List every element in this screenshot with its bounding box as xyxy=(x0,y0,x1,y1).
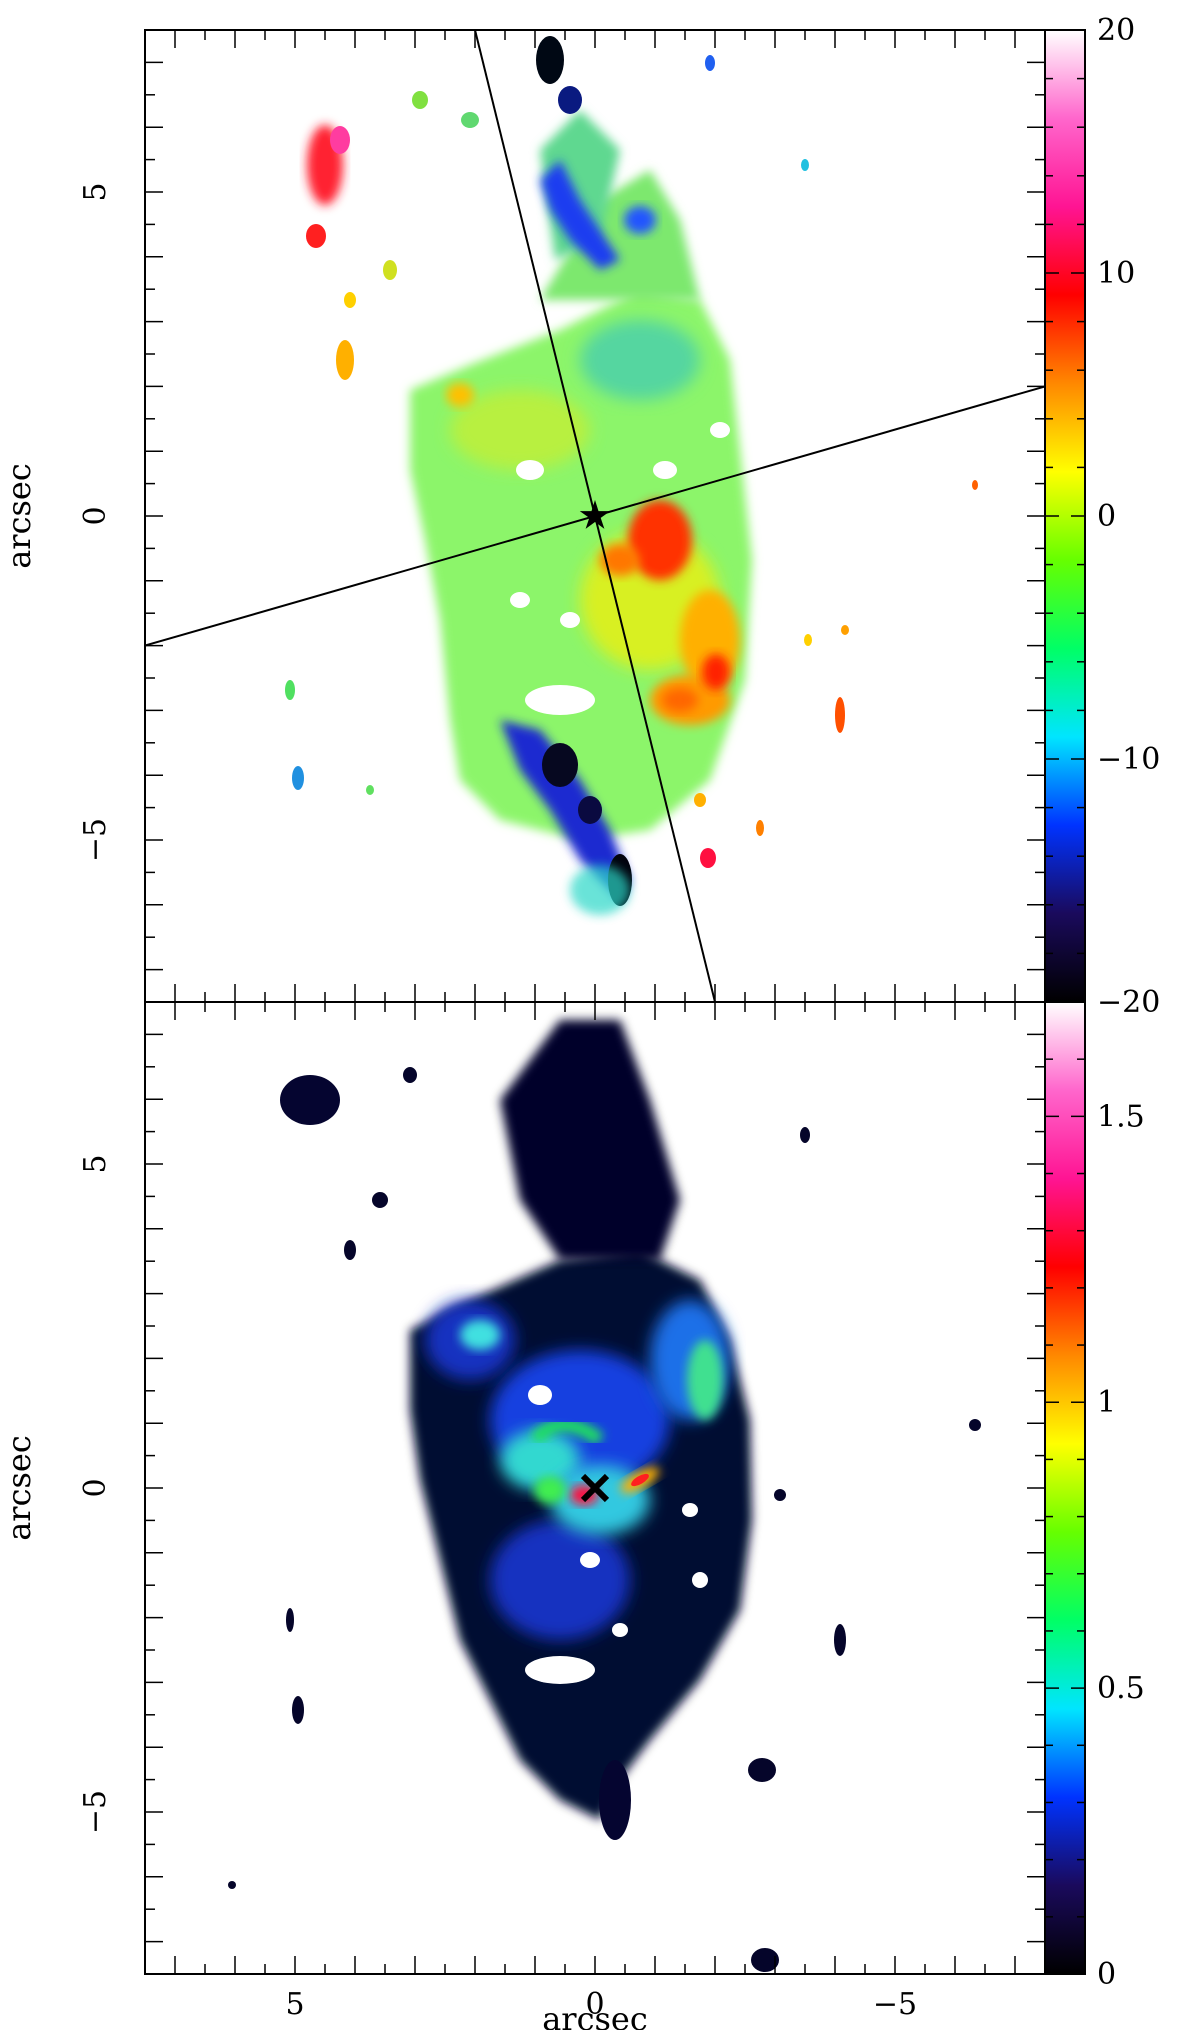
bottom-colorbar-gradient xyxy=(1044,1001,1086,1975)
colorbar-tick-label: 10 xyxy=(1097,256,1135,291)
nucleus-star-marker xyxy=(579,500,611,529)
colorbar-tick-label: 20 xyxy=(1097,13,1135,48)
colorbar-tick-label: −20 xyxy=(1097,985,1160,1020)
top-y-tick-label-minus5: −5 xyxy=(78,818,113,862)
velocity-map-image xyxy=(145,30,1045,1002)
bottom-y-tick-label-minus5: −5 xyxy=(78,1790,113,1834)
colorbar-tick-label: 0.5 xyxy=(1097,1671,1145,1706)
bottom-x-tick-label-minus5: −5 xyxy=(873,1987,917,2022)
colorbar-tick-label: 1 xyxy=(1097,1385,1116,1420)
intensity-map-image xyxy=(228,1020,981,1972)
colorbar-tick-label: −10 xyxy=(1097,742,1160,777)
intensity-map-panel: 5 0 −5 arcsec 5 0 −5 arcsec xyxy=(0,1001,1046,2030)
bottom-y-axis-title: arcsec xyxy=(0,1435,38,1541)
bottom-colorbar: 1.5 1 0.5 0 xyxy=(1044,1001,1145,1992)
top-panel-ticks xyxy=(145,30,1045,1002)
top-y-tick-label-0: 0 xyxy=(78,506,113,525)
top-colorbar: 20 10 0 −10 −20 xyxy=(1044,13,1160,1020)
bottom-x-tick-label-5: 5 xyxy=(285,1987,304,2022)
bottom-colorbar-ticks: 1.5 1 0.5 0 xyxy=(1045,1001,1145,1992)
colorbar-tick-label: 1.5 xyxy=(1097,1099,1145,1134)
bottom-y-tick-label-0: 0 xyxy=(78,1478,113,1497)
colorbar-tick-label: 0 xyxy=(1097,499,1116,534)
bottom-x-axis-title: arcsec xyxy=(542,2000,648,2030)
colorbar-tick-label: 0 xyxy=(1097,1957,1116,1992)
bottom-panel-ticks xyxy=(145,1002,1045,1974)
nucleus-cross-marker xyxy=(580,1473,610,1503)
velocity-field xyxy=(285,36,978,915)
velocity-map-panel: 5 0 −5 arcsec xyxy=(0,29,1046,1003)
bottom-x-tick-label-0: 0 xyxy=(585,1987,604,2022)
top-y-axis-title: arcsec xyxy=(0,463,38,569)
bottom-y-tick-label-5: 5 xyxy=(78,1154,113,1173)
top-colorbar-ticks: 20 10 0 −10 −20 xyxy=(1045,13,1160,1020)
top-y-tick-label-5: 5 xyxy=(78,182,113,201)
